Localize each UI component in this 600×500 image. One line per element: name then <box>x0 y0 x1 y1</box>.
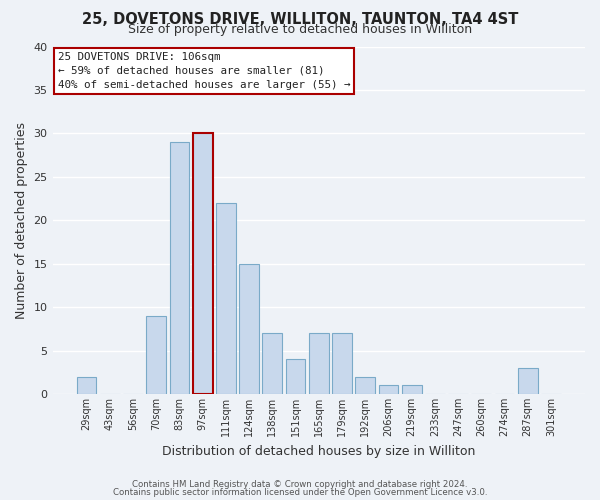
Bar <box>146 316 166 394</box>
Text: 25, DOVETONS DRIVE, WILLITON, TAUNTON, TA4 4ST: 25, DOVETONS DRIVE, WILLITON, TAUNTON, T… <box>82 12 518 28</box>
Bar <box>216 203 236 394</box>
Bar <box>402 386 422 394</box>
Text: Size of property relative to detached houses in Williton: Size of property relative to detached ho… <box>128 24 472 36</box>
Bar <box>309 333 329 394</box>
Bar <box>77 376 97 394</box>
Text: 25 DOVETONS DRIVE: 106sqm
← 59% of detached houses are smaller (81)
40% of semi-: 25 DOVETONS DRIVE: 106sqm ← 59% of detac… <box>58 52 350 90</box>
Bar <box>332 333 352 394</box>
Bar <box>170 142 190 394</box>
Bar <box>379 386 398 394</box>
Bar <box>193 134 212 394</box>
X-axis label: Distribution of detached houses by size in Williton: Distribution of detached houses by size … <box>162 444 475 458</box>
Bar <box>286 360 305 394</box>
Bar <box>262 333 282 394</box>
Text: Contains public sector information licensed under the Open Government Licence v3: Contains public sector information licen… <box>113 488 487 497</box>
Text: Contains HM Land Registry data © Crown copyright and database right 2024.: Contains HM Land Registry data © Crown c… <box>132 480 468 489</box>
Bar <box>518 368 538 394</box>
Y-axis label: Number of detached properties: Number of detached properties <box>15 122 28 319</box>
Bar <box>239 264 259 394</box>
Bar <box>355 376 375 394</box>
